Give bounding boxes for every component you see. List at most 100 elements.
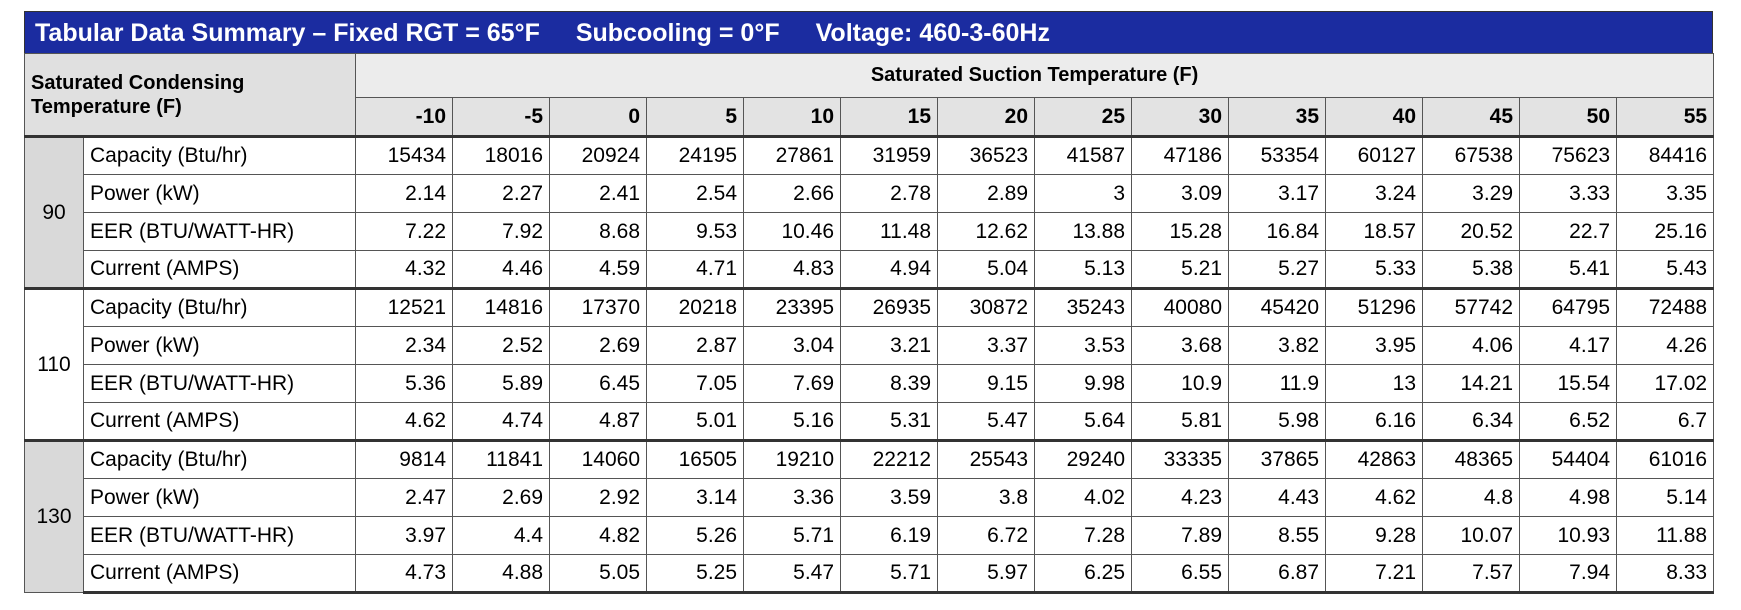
value-cell: 15.54 bbox=[1519, 364, 1618, 403]
value-cell: 6.19 bbox=[840, 516, 939, 555]
header-row: -10 -5 0 5 10 15 20 25 30 35 40 45 50 55 bbox=[25, 97, 1715, 137]
value-cell: 7.92 bbox=[452, 212, 551, 251]
value-cell: 14060 bbox=[549, 439, 648, 479]
value-cell: 12.62 bbox=[937, 212, 1036, 251]
value-cell: 30872 bbox=[937, 287, 1036, 327]
value-cell: 2.69 bbox=[549, 326, 648, 365]
value-cell: 20.52 bbox=[1422, 212, 1521, 251]
column-header: 20 bbox=[937, 97, 1036, 137]
value-cell: 3.29 bbox=[1422, 174, 1521, 213]
title-bar: Tabular Data Summary – Fixed RGT = 65°F S… bbox=[24, 11, 1713, 53]
value-cell: 7.05 bbox=[646, 364, 745, 403]
value-cell: 45420 bbox=[1228, 287, 1327, 327]
value-cell: 2.89 bbox=[937, 174, 1036, 213]
value-cell: 33335 bbox=[1131, 439, 1230, 479]
data-table: Saturated Condensing Temperature (F) Satu… bbox=[23, 53, 1715, 594]
value-cell: 5.71 bbox=[743, 516, 842, 555]
value-cell: 2.27 bbox=[452, 174, 551, 213]
value-cell: 5.13 bbox=[1034, 250, 1133, 290]
column-header: 30 bbox=[1131, 97, 1230, 137]
value-cell: 61016 bbox=[1616, 439, 1715, 479]
column-header: 15 bbox=[840, 97, 939, 137]
value-cell: 17370 bbox=[549, 287, 648, 327]
value-cell: 5.16 bbox=[743, 402, 842, 442]
column-header: -10 bbox=[355, 97, 454, 137]
column-header: 35 bbox=[1228, 97, 1327, 137]
group-label: 110 bbox=[24, 287, 84, 441]
value-cell: 22212 bbox=[840, 439, 939, 479]
data-row: 90 Capacity (Btu/hr) 15434 18016 20924 24195 2… bbox=[24, 135, 1715, 289]
value-cell: 3.33 bbox=[1519, 174, 1618, 213]
value-cell: 3.36 bbox=[743, 478, 842, 517]
value-cell: 11.9 bbox=[1228, 364, 1327, 403]
value-cell: 2.69 bbox=[452, 478, 551, 517]
value-cell: 19210 bbox=[743, 439, 842, 479]
data-row: 110 Capacity (Btu/hr) 12521 14816 17370 20218… bbox=[24, 287, 1715, 441]
row-label: Current (AMPS) bbox=[82, 554, 357, 594]
value-cell: 5.21 bbox=[1131, 250, 1230, 290]
row-label: Power (kW) bbox=[82, 326, 357, 365]
value-cell: 51296 bbox=[1325, 287, 1424, 327]
value-cell: 5.97 bbox=[937, 554, 1036, 594]
value-cell: 75623 bbox=[1519, 135, 1618, 175]
subcooling: Subcooling = 0°F bbox=[575, 19, 780, 47]
value-cell: 13.88 bbox=[1034, 212, 1133, 251]
value-cell: 5.33 bbox=[1325, 250, 1424, 290]
value-cell: 5.64 bbox=[1034, 402, 1133, 442]
data-row: Current (AMPS) 4.73 4.88 5.05 5.25 5.47 5.71 5.… bbox=[25, 554, 1715, 594]
value-cell: 6.7 bbox=[1616, 402, 1715, 442]
value-cell: 4.82 bbox=[549, 516, 648, 555]
value-cell: 7.21 bbox=[1325, 554, 1424, 594]
value-cell: 4.87 bbox=[549, 402, 648, 442]
value-cell: 2.47 bbox=[355, 478, 454, 517]
value-cell: 7.57 bbox=[1422, 554, 1521, 594]
value-cell: 7.22 bbox=[355, 212, 454, 251]
value-cell: 9.98 bbox=[1034, 364, 1133, 403]
data-summary: Tabular Data Summary – Fixed RGT = 65°F S… bbox=[23, 11, 1715, 594]
column-header: 55 bbox=[1616, 97, 1715, 137]
row-label: Capacity (Btu/hr) bbox=[82, 287, 357, 327]
row-label: EER (BTU/WATT-HR) bbox=[82, 516, 357, 555]
row-label: EER (BTU/WATT-HR) bbox=[82, 212, 357, 251]
value-cell: 37865 bbox=[1228, 439, 1327, 479]
value-cell: 4.46 bbox=[452, 250, 551, 290]
value-cell: 7.69 bbox=[743, 364, 842, 403]
value-cell: 8.68 bbox=[549, 212, 648, 251]
value-cell: 2.78 bbox=[840, 174, 939, 213]
value-cell: 6.34 bbox=[1422, 402, 1521, 442]
value-cell: 18016 bbox=[452, 135, 551, 175]
value-cell: 5.14 bbox=[1616, 478, 1715, 517]
value-cell: 6.16 bbox=[1325, 402, 1424, 442]
value-cell: 9.28 bbox=[1325, 516, 1424, 555]
value-cell: 7.28 bbox=[1034, 516, 1133, 555]
value-cell: 2.92 bbox=[549, 478, 648, 517]
value-cell: 54404 bbox=[1519, 439, 1618, 479]
data-row: EER (BTU/WATT-HR) 3.97 4.4 4.82 5.26 5.71 6.19… bbox=[25, 516, 1715, 555]
value-cell: 7.94 bbox=[1519, 554, 1618, 594]
value-cell: 5.26 bbox=[646, 516, 745, 555]
value-cell: 8.39 bbox=[840, 364, 939, 403]
value-cell: 4.26 bbox=[1616, 326, 1715, 365]
value-cell: 10.93 bbox=[1519, 516, 1618, 555]
value-cell: 16505 bbox=[646, 439, 745, 479]
value-cell: 6.45 bbox=[549, 364, 648, 403]
value-cell: 11841 bbox=[452, 439, 551, 479]
corner-header: Saturated Condensing Temperature (F) bbox=[23, 53, 357, 137]
value-cell: 25.16 bbox=[1616, 212, 1715, 251]
column-header: 0 bbox=[549, 97, 648, 137]
value-cell: 6.55 bbox=[1131, 554, 1230, 594]
value-cell: 4.32 bbox=[355, 250, 454, 290]
value-cell: 2.52 bbox=[452, 326, 551, 365]
value-cell: 10.46 bbox=[743, 212, 842, 251]
group-label: 130 bbox=[24, 439, 84, 593]
data-row: Power (kW) 2.34 2.52 2.69 2.87 3.04 3.21 3.37 3.… bbox=[25, 326, 1715, 365]
value-cell: 4.06 bbox=[1422, 326, 1521, 365]
value-cell: 5.25 bbox=[646, 554, 745, 594]
value-cell: 67538 bbox=[1422, 135, 1521, 175]
value-cell: 8.55 bbox=[1228, 516, 1327, 555]
value-cell: 11.88 bbox=[1616, 516, 1715, 555]
value-cell: 4.17 bbox=[1519, 326, 1618, 365]
value-cell: 5.38 bbox=[1422, 250, 1521, 290]
value-cell: 24195 bbox=[646, 135, 745, 175]
value-cell: 2.66 bbox=[743, 174, 842, 213]
